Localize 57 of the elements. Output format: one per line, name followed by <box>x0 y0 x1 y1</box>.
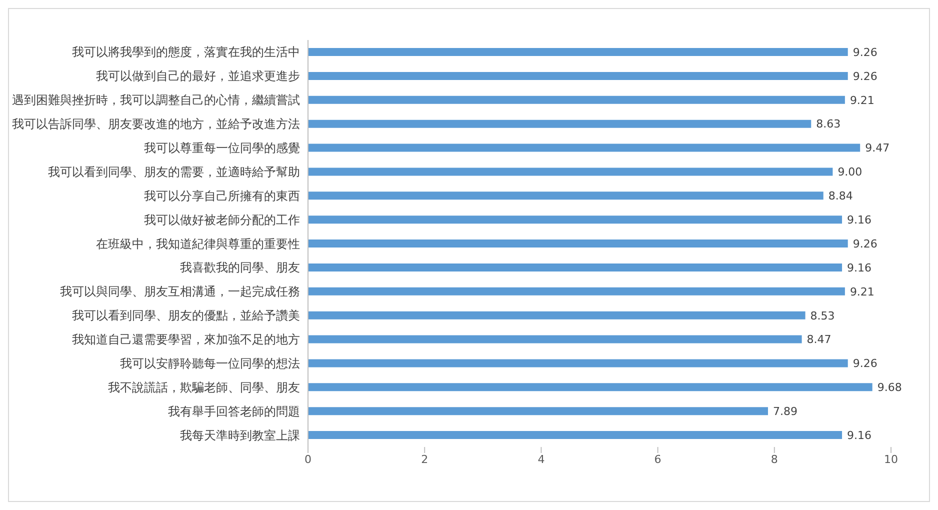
bar <box>308 72 848 80</box>
data-label: 8.53 <box>810 309 835 322</box>
bar <box>308 263 842 272</box>
y-tick-label: 我可以分享自己所擁有的東西 <box>144 188 300 203</box>
x-tick-label: 0 <box>304 452 312 466</box>
bar <box>308 287 845 296</box>
y-tick-label: 在班級中，我知道紀律與尊重的重要性 <box>96 236 300 251</box>
y-tick-label: 我每天準時到教室上課 <box>180 428 300 442</box>
bar <box>308 407 768 416</box>
data-label: 9.00 <box>838 166 862 179</box>
y-tick-label: 遇到困難與挫折時，我可以調整自己的心情，繼續嘗試 <box>12 93 300 108</box>
x-tick-label: 2 <box>421 452 428 466</box>
y-tick-label: 我可以與同學、朋友互相溝通，一起完成任務 <box>60 284 300 299</box>
bar <box>308 48 848 56</box>
y-tick-label: 我可以將我學到的態度，落實在我的生活中 <box>72 45 300 60</box>
data-label: 8.63 <box>816 118 841 131</box>
y-tick-label: 我有舉手回答老師的問題 <box>168 404 300 418</box>
data-label: 9.68 <box>877 381 902 394</box>
y-tick-label: 我可以告訴同學、朋友要改進的地方，並給予改進方法 <box>12 117 300 132</box>
bar <box>308 96 845 104</box>
x-tick-label: 8 <box>770 452 778 466</box>
bar <box>308 431 842 440</box>
data-label: 9.26 <box>852 46 878 59</box>
data-label: 7.89 <box>772 405 798 418</box>
y-tick-label: 我可以尊重每一位同學的感覺 <box>144 140 300 155</box>
y-tick-label: 我可以看到同學、朋友的優點，並給予讚美 <box>72 308 300 323</box>
data-label: 8.84 <box>828 190 853 203</box>
bar <box>308 311 806 320</box>
y-tick-label: 我可以做到自己的最好，並追求更進步 <box>96 69 300 84</box>
x-tick-label: 4 <box>538 452 545 466</box>
bar <box>308 120 812 128</box>
data-label: 9.26 <box>852 357 878 370</box>
data-label: 9.16 <box>847 213 872 226</box>
data-label: 9.21 <box>850 285 874 298</box>
y-tick-label: 我可以做好被老師分配的工作 <box>144 212 300 227</box>
bar <box>308 144 860 152</box>
data-label: 9.16 <box>847 261 872 274</box>
bar <box>308 240 848 248</box>
data-label: 8.47 <box>806 333 832 346</box>
data-label: 9.21 <box>850 94 874 107</box>
x-tick-label: 10 <box>884 452 898 466</box>
y-tick-label: 我喜歡我的同學、朋友 <box>180 260 300 275</box>
bar <box>308 383 872 392</box>
data-label: 9.26 <box>852 70 878 83</box>
data-label: 9.16 <box>847 428 872 442</box>
x-tick-label: 6 <box>654 452 662 466</box>
bar <box>308 216 842 224</box>
bar <box>308 192 824 200</box>
y-tick-label: 我可以安靜聆聽每一位同學的想法 <box>120 356 300 370</box>
y-tick-label: 我可以看到同學、朋友的需要，並適時給予幫助 <box>48 164 300 179</box>
data-label: 9.47 <box>865 142 890 155</box>
y-tick-label: 我不說謊話，欺騙老師、同學、朋友 <box>108 380 300 394</box>
data-label: 9.26 <box>852 237 878 250</box>
bar <box>308 359 848 368</box>
bar <box>308 335 802 344</box>
bar <box>308 168 833 176</box>
y-tick-label: 我知道自己還需要學習，來加強不足的地方 <box>72 332 300 347</box>
